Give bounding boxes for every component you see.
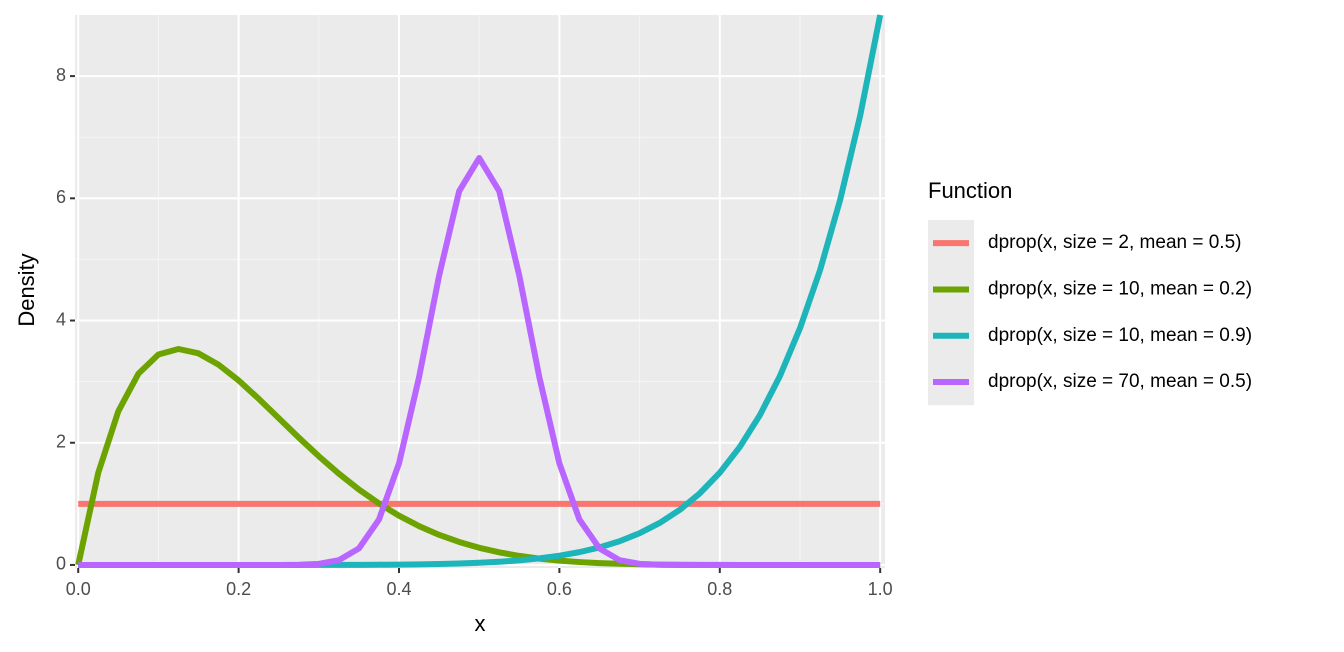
plot-panel — [75, 15, 885, 568]
legend-label: dprop(x, size = 10, mean = 0.9) — [988, 325, 1252, 346]
y-tick-label: 6 — [56, 187, 66, 207]
y-axis-title: Density — [14, 253, 39, 326]
legend-title: Function — [928, 178, 1012, 203]
legend-label: dprop(x, size = 2, mean = 0.5) — [988, 232, 1241, 253]
x-tick-label: 0.4 — [386, 579, 411, 599]
x-tick-label: 1.0 — [868, 579, 893, 599]
legend-key-background — [928, 220, 974, 406]
legend-label: dprop(x, size = 10, mean = 0.2) — [988, 278, 1252, 299]
legend-label: dprop(x, size = 70, mean = 0.5) — [988, 371, 1252, 392]
y-tick-label: 0 — [56, 554, 66, 574]
y-tick-label: 4 — [56, 309, 66, 329]
x-axis-title: x — [475, 611, 486, 636]
x-tick-label: 0.8 — [707, 579, 732, 599]
y-tick-label: 8 — [56, 65, 66, 85]
line — [78, 154, 881, 568]
y-tick-label: 2 — [56, 431, 66, 451]
x-tick-label: 0.0 — [66, 579, 91, 599]
x-tick-label: 0.6 — [547, 579, 572, 599]
x-tick-label: 0.2 — [226, 579, 251, 599]
